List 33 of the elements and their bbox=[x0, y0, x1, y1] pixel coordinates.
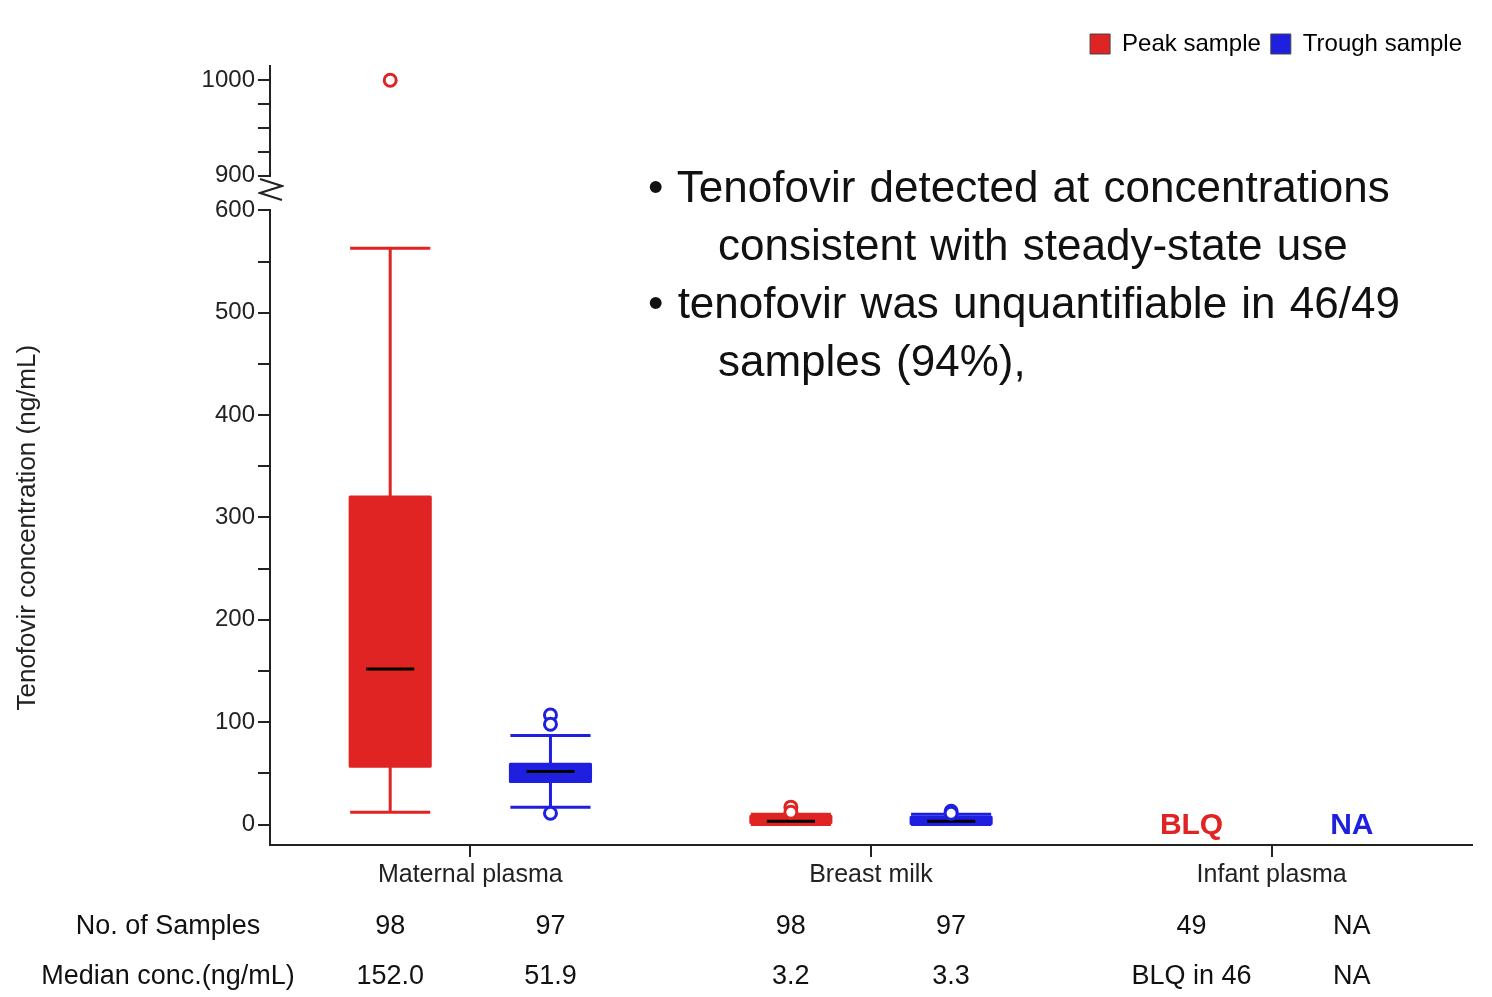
annotation: BLQ bbox=[1159, 807, 1224, 841]
text: No. of Samples bbox=[75, 910, 261, 941]
legend-label: Trough sample bbox=[1302, 28, 1462, 56]
annotation: • tenofovir was unquantifiable in 46/49 samples (94%), bbox=[648, 277, 1401, 387]
x-tick-label: Infant plasma bbox=[1196, 858, 1347, 887]
x-tick-label: Breast milk bbox=[809, 858, 934, 887]
y-tick-label: 300 bbox=[214, 502, 255, 530]
text: 98 bbox=[375, 910, 406, 941]
y-tick-label: 200 bbox=[214, 604, 255, 632]
legend-label: Peak sample bbox=[1122, 28, 1261, 56]
text: NA bbox=[1333, 960, 1371, 991]
text: 97 bbox=[535, 910, 566, 941]
y-tick-label: 400 bbox=[214, 399, 255, 427]
text: 3.2 bbox=[772, 960, 810, 991]
text: 98 bbox=[775, 910, 806, 941]
annotation: • Tenofovir detected at concentrations consistent with steady-state use bbox=[648, 161, 1391, 271]
text: 49 bbox=[1176, 910, 1207, 941]
text: 51.9 bbox=[524, 960, 577, 991]
x-tick-label: Maternal plasma bbox=[377, 858, 563, 887]
y-tick-label: 600 bbox=[214, 195, 255, 223]
y-axis-title: Tenofovir concentration (ng/mL) bbox=[10, 344, 41, 711]
annotation: NA bbox=[1330, 807, 1374, 841]
y-tick-label: 0 bbox=[241, 809, 255, 837]
y-tick-label: 900 bbox=[214, 160, 255, 188]
y-tick-label: 100 bbox=[214, 706, 255, 734]
text: 97 bbox=[936, 910, 967, 941]
y-tick-label: 500 bbox=[214, 297, 255, 325]
text: BLQ in 46 bbox=[1131, 960, 1252, 991]
text: Median conc.(ng/mL) bbox=[41, 960, 295, 991]
text: 3.3 bbox=[932, 960, 970, 991]
text: 152.0 bbox=[356, 960, 424, 991]
y-tick-label: 1000 bbox=[201, 64, 255, 92]
text: NA bbox=[1333, 910, 1371, 941]
